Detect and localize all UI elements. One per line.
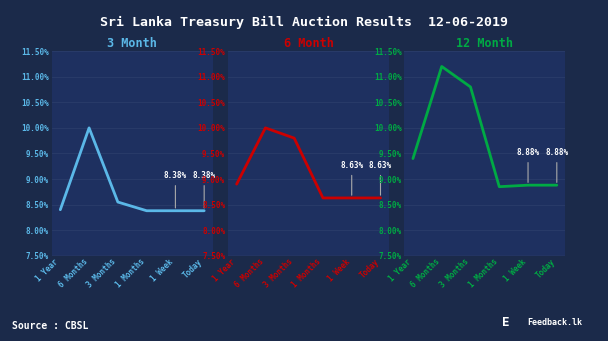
Text: 8.63%: 8.63% (369, 161, 392, 195)
Text: 8.63%: 8.63% (340, 161, 363, 195)
Text: 8.88%: 8.88% (516, 148, 539, 182)
Text: E: E (502, 316, 510, 329)
Title: 6 Month: 6 Month (283, 37, 334, 50)
Title: 12 Month: 12 Month (457, 37, 513, 50)
Text: 8.88%: 8.88% (545, 148, 568, 182)
Text: 8.38%: 8.38% (164, 171, 187, 208)
Text: Source : CBSL: Source : CBSL (12, 321, 89, 331)
Text: 8.38%: 8.38% (193, 171, 216, 208)
Text: Sri Lanka Treasury Bill Auction Results  12-06-2019: Sri Lanka Treasury Bill Auction Results … (100, 16, 508, 29)
Title: 3 Month: 3 Month (107, 37, 157, 50)
Text: Feedback.lk: Feedback.lk (527, 318, 582, 327)
